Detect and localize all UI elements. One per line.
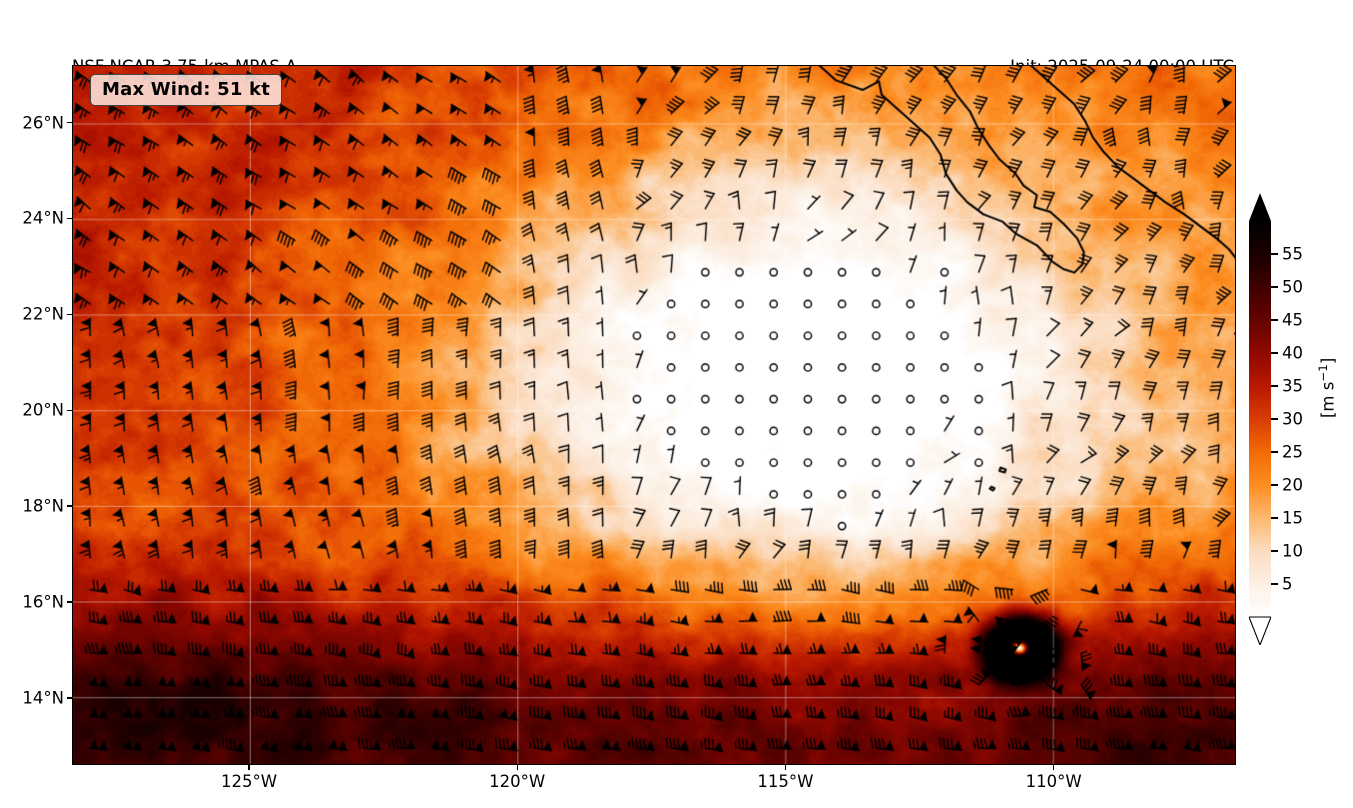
- shear-heatmap-with-wind-barbs: [73, 66, 1235, 764]
- lat-tick-mark-18: [67, 505, 72, 507]
- colorbar-tick-label-30: 30: [1282, 409, 1303, 429]
- lat-tick-mark-20: [67, 409, 72, 411]
- lat-tick-label-20: 20°N: [22, 400, 64, 420]
- map-axes[interactable]: [72, 65, 1236, 765]
- lat-tick-label-24: 24°N: [22, 208, 64, 228]
- lon-tick-label-110: 110°W: [1025, 772, 1082, 791]
- lat-tick-label-26: 26°N: [22, 113, 64, 133]
- colorbar-gradient: [1249, 193, 1271, 645]
- colorbar-tick-label-10: 10: [1282, 541, 1303, 561]
- lat-tick-mark-26: [67, 121, 72, 124]
- lon-tick-mark-110: [1052, 765, 1055, 770]
- colorbar: [1249, 193, 1271, 645]
- colorbar-unit-post: ]: [1318, 357, 1338, 365]
- colorbar-tick-label-25: 25: [1282, 442, 1303, 462]
- lon-tick-mark-125: [248, 765, 250, 770]
- colorbar-tick-mark-15: [1271, 517, 1278, 519]
- colorbar-tick-mark-45: [1271, 319, 1278, 321]
- colorbar-unit-label: [m s−1]: [1316, 358, 1338, 418]
- lat-tick-label-14: 14°N: [22, 688, 64, 708]
- colorbar-tick-mark-10: [1271, 550, 1278, 552]
- lon-tick-label-125: 125°W: [220, 772, 278, 791]
- lat-tick-mark-14: [67, 697, 72, 699]
- colorbar-tick-label-40: 40: [1282, 343, 1303, 363]
- colorbar-tick-mark-55: [1271, 253, 1278, 255]
- colorbar-tick-mark-5: [1271, 583, 1278, 585]
- colorbar-tick-mark-35: [1271, 385, 1278, 387]
- colorbar-tick-label-55: 55: [1282, 244, 1303, 264]
- colorbar-tick-label-45: 45: [1282, 310, 1303, 330]
- lat-tick-label-18: 18°N: [22, 496, 64, 516]
- colorbar-max-extend-arrow: [1249, 193, 1271, 221]
- lat-tick-mark-22: [67, 313, 72, 315]
- colorbar-tick-label-15: 15: [1282, 508, 1303, 528]
- colorbar-body: [1249, 221, 1271, 617]
- lon-tick-mark-120: [516, 765, 518, 770]
- colorbar-tick-mark-25: [1271, 451, 1278, 453]
- colorbar-unit-exponent: −1: [1316, 364, 1330, 382]
- colorbar-tick-mark-40: [1271, 352, 1278, 354]
- colorbar-tick-label-50: 50: [1282, 277, 1303, 297]
- colorbar-tick-label-20: 20: [1282, 475, 1303, 495]
- lat-tick-mark-16: [67, 601, 72, 603]
- colorbar-unit-pre: [m s: [1318, 381, 1338, 418]
- lon-tick-mark-115: [784, 765, 787, 770]
- colorbar-tick-label-35: 35: [1282, 376, 1303, 396]
- colorbar-tick-mark-20: [1271, 484, 1278, 486]
- lat-tick-label-16: 16°N: [22, 592, 64, 612]
- lat-tick-label-22: 22°N: [22, 304, 64, 324]
- max-wind-annotation: Max Wind: 51 kt: [90, 74, 283, 106]
- lon-tick-label-115: 115°W: [757, 772, 814, 791]
- colorbar-tick-mark-50: [1271, 286, 1278, 288]
- colorbar-min-extend-arrow: [1249, 616, 1271, 645]
- lon-tick-label-120: 120°W: [489, 772, 546, 791]
- colorbar-tick-mark-30: [1271, 418, 1278, 420]
- lat-tick-mark-24: [67, 217, 72, 220]
- colorbar-tick-label-5: 5: [1282, 574, 1293, 594]
